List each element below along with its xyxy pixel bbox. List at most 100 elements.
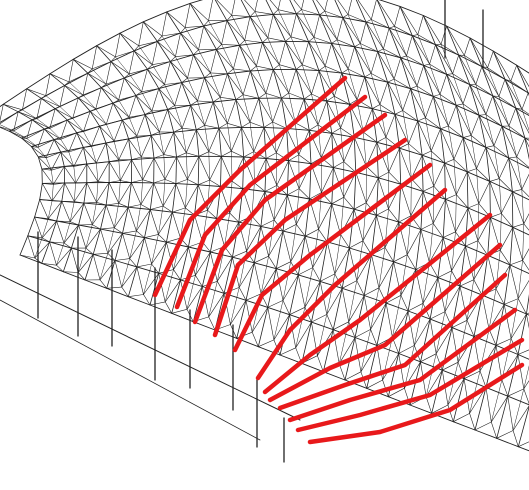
mesh-member: [446, 25, 471, 39]
mesh-member: [289, 274, 299, 316]
mesh-member: [445, 194, 457, 200]
mesh-member: [235, 99, 242, 128]
mesh-member: [263, 127, 267, 159]
mesh-member: [272, 13, 286, 42]
mesh-member: [60, 151, 65, 167]
mesh-member: [321, 167, 334, 193]
mesh-member: [153, 157, 166, 180]
mesh-member: [68, 151, 75, 167]
mesh-member: [158, 82, 183, 90]
mesh-member: [101, 87, 119, 101]
mesh-member: [406, 35, 413, 57]
mesh-member: [385, 294, 402, 304]
mesh-member: [115, 50, 135, 58]
mesh-member: [516, 64, 529, 88]
mesh-member: [400, 57, 411, 90]
mesh-member: [308, 41, 326, 67]
mesh-member: [257, 306, 269, 348]
mesh-member: [285, 41, 303, 66]
mesh-member: [249, 98, 260, 123]
mesh-member: [143, 21, 163, 37]
mesh-member: [462, 84, 471, 105]
mesh-member: [138, 41, 158, 47]
mesh-member: [105, 77, 125, 85]
mesh-member: [421, 150, 432, 156]
mesh-member: [492, 50, 518, 66]
mesh-member: [435, 44, 460, 56]
mesh-member: [282, 274, 299, 301]
mesh-member: [319, 14, 333, 44]
mesh-member: [512, 405, 529, 431]
mesh-member: [277, 0, 281, 10]
mesh-member: [492, 95, 517, 109]
mesh-member: [204, 125, 220, 129]
mesh-member: [166, 2, 191, 13]
mesh-member: [59, 97, 79, 107]
mesh-member: [512, 430, 519, 448]
mesh-member: [92, 224, 101, 230]
mesh-member: [64, 81, 70, 86]
mesh-member: [60, 139, 70, 153]
mesh-member: [432, 96, 449, 127]
mesh-member: [326, 287, 343, 315]
mesh-member: [254, 262, 262, 295]
mesh-member: [432, 223, 444, 238]
mesh-member: [313, 14, 320, 38]
mesh-member: [164, 156, 177, 180]
mesh-member: [452, 421, 476, 431]
mesh-member: [136, 135, 142, 158]
mesh-member: [227, 123, 242, 128]
mesh-member: [157, 35, 163, 42]
mesh-member: [474, 386, 487, 431]
mesh-member: [429, 237, 444, 263]
mesh-member: [41, 183, 54, 185]
mesh-member: [241, 127, 245, 158]
mesh-member: [151, 241, 167, 265]
mesh-member: [272, 64, 280, 70]
mesh-member: [394, 6, 401, 27]
mesh-member: [422, 15, 436, 46]
mesh-member: [91, 68, 107, 85]
mesh-member: [516, 137, 526, 158]
mesh-member: [82, 87, 102, 96]
mesh-member: [512, 388, 525, 431]
mesh-member: [260, 255, 269, 295]
mesh-member: [462, 135, 472, 138]
mesh-member: [208, 281, 218, 318]
mesh-member: [128, 95, 137, 118]
mesh-member: [263, 126, 288, 129]
mesh-member: [243, 156, 255, 184]
mesh-member: [204, 73, 228, 79]
mesh-member: [122, 233, 130, 259]
mesh-member: [83, 147, 97, 164]
mesh-member: [316, 0, 326, 12]
mesh-member: [128, 138, 133, 161]
mesh-member: [371, 104, 381, 109]
mesh-member: [387, 81, 396, 115]
mesh-member: [398, 215, 412, 223]
mesh-member: [264, 185, 278, 192]
mesh-member: [186, 275, 196, 310]
mesh-member: [353, 137, 367, 167]
mesh-member: [141, 91, 153, 112]
mesh-member: [467, 207, 479, 241]
mesh-member: [122, 230, 137, 234]
mesh-member: [526, 313, 529, 329]
mesh-member: [240, 0, 251, 18]
mesh-member: [175, 32, 181, 58]
mesh-member: [318, 228, 328, 243]
mesh-member: [498, 157, 510, 179]
mesh-member: [119, 21, 144, 34]
mesh-member: [27, 216, 35, 237]
mesh-member: [370, 302, 387, 330]
mesh-member: [181, 77, 188, 83]
mesh-member: [420, 223, 434, 230]
mesh-member: [105, 204, 115, 228]
mesh-member: [522, 259, 529, 271]
mesh-member: [85, 228, 101, 249]
mesh-member: [164, 61, 171, 85]
mesh-member: [318, 70, 343, 74]
mesh-member: [128, 135, 138, 140]
mesh-member: [165, 211, 173, 243]
mesh-member: [421, 154, 435, 187]
